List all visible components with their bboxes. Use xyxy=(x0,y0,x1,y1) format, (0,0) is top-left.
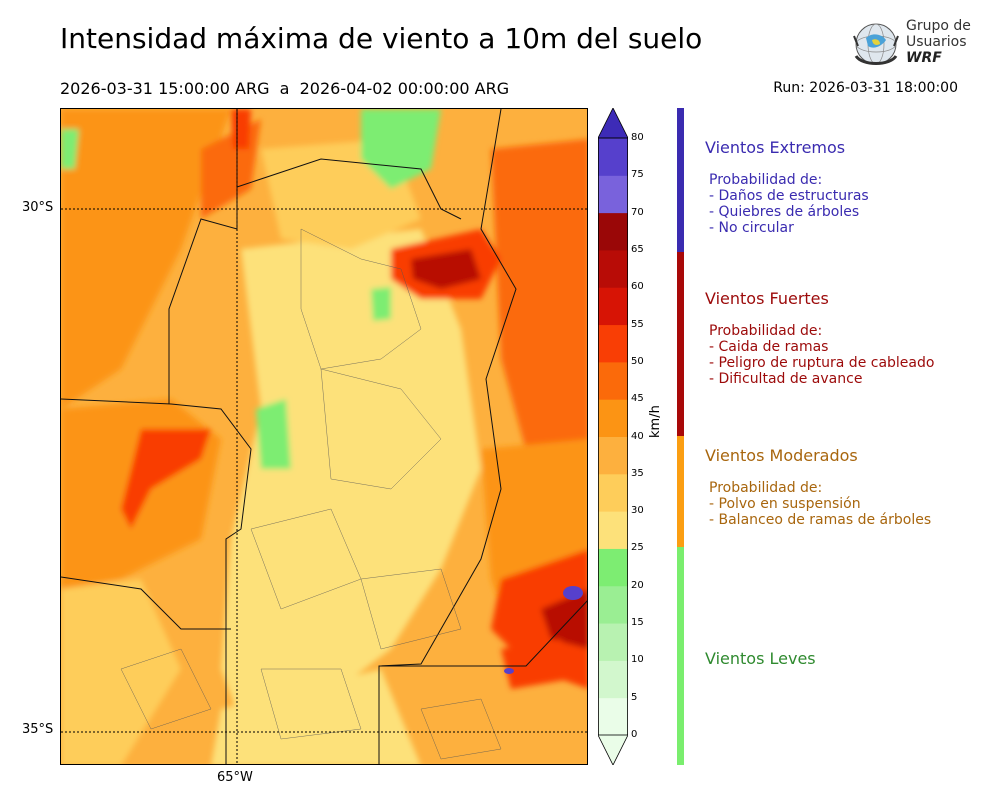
field-extreme-core-1 xyxy=(563,586,583,600)
field-southeast-60 xyxy=(541,589,587,649)
forecast-period: 2026-03-31 15:00:00 ARG a 2026-04-02 00:… xyxy=(60,79,510,98)
category-desc-line: - No circular xyxy=(709,220,794,236)
colorbar-unit: km/h xyxy=(648,405,663,438)
category-desc-line: - Balanceo de ramas de árboles xyxy=(709,512,932,528)
globe-logo-icon xyxy=(853,23,899,65)
legend-bar-moderados xyxy=(677,436,684,547)
colorbar-segment xyxy=(598,399,628,437)
colorbar-tick-label: 25 xyxy=(631,542,644,554)
colorbar-extend-low xyxy=(597,734,629,766)
legend-bar-leves xyxy=(677,547,684,765)
colorbar-tick-label: 20 xyxy=(631,579,644,591)
category-desc-line: - Polvo en suspensión xyxy=(709,496,861,512)
colorbar-tick-label: 10 xyxy=(631,654,644,666)
category-title-leves: Vientos Leves xyxy=(705,649,816,668)
field-strong-60 xyxy=(411,249,481,289)
field-extreme-core-2 xyxy=(504,668,514,674)
colorbar-svg xyxy=(597,107,629,766)
lat-label-30s: 30°S xyxy=(22,200,54,215)
colorbar-segment xyxy=(598,436,628,475)
colorbar-segment xyxy=(598,511,628,549)
colorbar-segment xyxy=(598,212,628,251)
field-west-streak-50 xyxy=(121,429,211,529)
field-central-25 xyxy=(221,229,481,749)
field-northwest-40 xyxy=(61,109,231,409)
department-boundaries xyxy=(120,228,502,760)
colorbar-tick-label: 65 xyxy=(631,243,644,255)
colorbar-segment xyxy=(598,623,628,661)
field-south-25 xyxy=(211,669,421,764)
lon-label-65w: 65°W xyxy=(217,770,253,785)
colorbar-extend-high xyxy=(597,107,629,139)
colorbar-tick-label: 75 xyxy=(631,169,644,181)
colorbar-segment xyxy=(598,361,628,400)
legend-bar-fuertes xyxy=(677,252,684,436)
category-desc-extremos: Probabilidad de: - Daños de estructuras … xyxy=(709,172,869,236)
wind-field-svg xyxy=(61,109,587,764)
category-desc-line: - Daños de estructuras xyxy=(709,188,869,204)
colorbar-segment xyxy=(598,548,628,587)
category-desc-line: - Peligro de ruptura de cableado xyxy=(709,355,935,371)
colorbar-tick-label: 35 xyxy=(631,467,644,479)
colorbar-tick-label: 30 xyxy=(631,505,644,517)
colorbar-segment xyxy=(598,175,628,214)
legend-bar-extremos xyxy=(677,108,684,252)
colorbar-tick-label: 40 xyxy=(631,430,644,442)
category-desc-line: Probabilidad de: xyxy=(709,172,823,188)
category-desc-line: - Quiebres de árboles xyxy=(709,204,860,220)
wind-map xyxy=(60,108,588,765)
colorbar-segment xyxy=(598,287,628,326)
colorbar-segment xyxy=(598,697,628,736)
category-desc-line: Probabilidad de: xyxy=(709,323,823,339)
colorbar-segment xyxy=(598,249,628,288)
colorbar xyxy=(597,107,629,766)
colorbar-tick-label: 80 xyxy=(631,132,644,143)
colorbar-tick-label: 0 xyxy=(631,729,638,740)
category-desc-line: - Caida de ramas xyxy=(709,339,829,355)
lat-label-35s: 35°S xyxy=(22,722,54,737)
category-desc-line: Probabilidad de: xyxy=(709,480,823,496)
colorbar-tick-label: 60 xyxy=(631,281,644,293)
map-title: Intensidad máxima de viento a 10m del su… xyxy=(60,22,703,55)
field-west-green xyxy=(256,399,291,469)
run-time: Run: 2026-03-31 18:00:00 xyxy=(773,80,958,96)
logo-line-1: Grupo de xyxy=(906,18,971,34)
colorbar-tick-label: 50 xyxy=(631,355,644,367)
colorbar-outline xyxy=(598,137,629,736)
grupo-usuarios-wrf-logo: Grupo de Usuarios WRF xyxy=(848,16,973,74)
colorbar-segment xyxy=(598,324,628,363)
field-northeast-45 xyxy=(491,139,587,469)
category-desc-fuertes: Probabilidad de: - Caida de ramas - Peli… xyxy=(709,323,934,387)
category-desc-line: - Dificultad de avance xyxy=(709,371,863,387)
colorbar-tick-label: 15 xyxy=(631,617,644,629)
colorbar-tick-label: 70 xyxy=(631,206,644,218)
colorbar-segment xyxy=(598,138,628,176)
colorbar-segment xyxy=(598,660,628,699)
colorbar-tick-label: 55 xyxy=(631,318,644,330)
colorbar-segment xyxy=(598,473,628,512)
category-title-fuertes: Vientos Fuertes xyxy=(705,289,829,308)
field-northwest-green xyxy=(61,129,79,169)
category-desc-moderados: Probabilidad de: - Polvo en suspensión -… xyxy=(709,480,931,528)
colorbar-tick-label: 45 xyxy=(631,393,644,405)
colorbar-tick-label: 5 xyxy=(631,691,638,703)
category-title-extremos: Vientos Extremos xyxy=(705,138,846,157)
field-southwest-30 xyxy=(61,579,181,764)
logo-line-2: Usuarios xyxy=(906,34,967,50)
category-title-moderados: Vientos Moderados xyxy=(705,446,858,465)
field-north-streak-50 xyxy=(231,109,251,149)
colorbar-segment xyxy=(598,585,628,624)
logo-line-3: WRF xyxy=(906,50,942,66)
field-central-green xyxy=(371,287,391,321)
field-south-east-streak xyxy=(501,639,571,689)
